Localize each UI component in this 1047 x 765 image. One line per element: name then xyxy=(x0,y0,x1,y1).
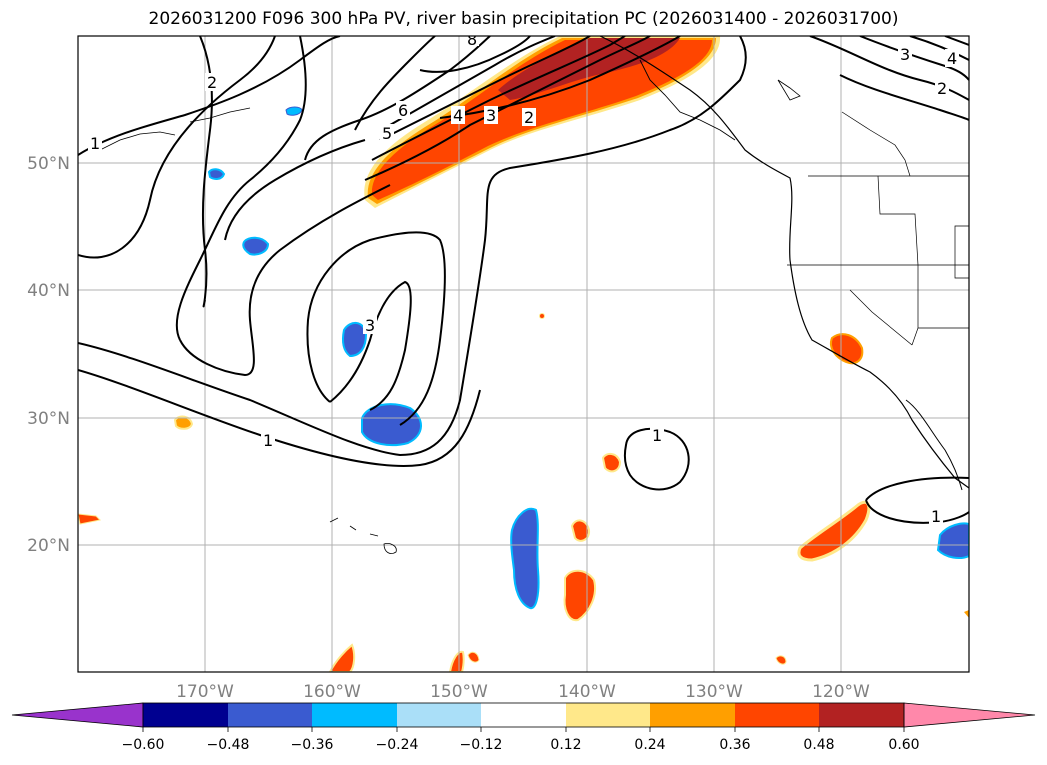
pv-label-30n-1: 1 xyxy=(263,431,273,450)
negative-precip-blob-30n xyxy=(361,403,422,447)
colorbar-segment xyxy=(566,703,650,727)
pv-label-5: 5 xyxy=(382,124,392,143)
colorbar-segment xyxy=(650,703,735,727)
pv-label-6: 6 xyxy=(398,101,408,120)
pv-contour-labels: 1 2 3 4 5 6 2 3 1 1 1 2 3 4 xyxy=(88,30,959,526)
pv-contour-1-west xyxy=(78,36,341,156)
colorbar-segment xyxy=(481,703,566,727)
pv-label-ne-3: 3 xyxy=(900,45,910,64)
strong-precip-core xyxy=(498,38,680,100)
colorbar-segment xyxy=(735,703,819,727)
map-title: 2026031200 F096 300 hPa PV, river basin … xyxy=(148,9,899,29)
lat-label-20n: 20°N xyxy=(27,536,70,556)
pv-label-ne-2: 2 xyxy=(937,79,947,98)
colorbar-segment xyxy=(143,703,228,727)
colorbar-tick-label: −0.48 xyxy=(207,737,250,753)
pv-label-west-1: 1 xyxy=(90,134,100,153)
colorbar-tick-label: −0.24 xyxy=(376,737,419,753)
colorbar-tick-label: 0.12 xyxy=(550,737,581,753)
pv-label-3: 3 xyxy=(365,316,375,335)
pv-label-top-8: 8 xyxy=(467,30,477,49)
colorbar-tick-label: −0.12 xyxy=(460,737,503,753)
lon-label-160w: 160°W xyxy=(303,682,361,702)
pv-label-southeast-1: 1 xyxy=(931,507,941,526)
colorbar-extend-left xyxy=(11,702,144,728)
lat-label-30n: 30°N xyxy=(27,409,70,429)
lon-label-170w: 170°W xyxy=(176,682,234,702)
colorbar-segment xyxy=(228,703,312,727)
lat-label-50n: 50°N xyxy=(27,154,70,174)
negative-precip-blob-20n xyxy=(510,507,540,610)
positive-precip-southeast xyxy=(797,500,871,562)
colorbar-extend-right xyxy=(903,702,1036,728)
graticule xyxy=(78,36,969,672)
colorbar-tick-label: 0.60 xyxy=(888,737,919,753)
colorbar-segment xyxy=(397,703,481,727)
colorbar-tick-label: 0.48 xyxy=(803,737,834,753)
latitude-labels: 50°N 40°N 30°N 20°N xyxy=(27,154,70,556)
pv-label-mid-1: 1 xyxy=(652,426,662,445)
pv-label-ne-4: 4 xyxy=(947,49,957,68)
colorbar-tick-label: −0.60 xyxy=(122,737,165,753)
colorbar-segment xyxy=(819,703,904,727)
colorbar-tick-label: 0.24 xyxy=(634,737,665,753)
lon-label-150w: 150°W xyxy=(430,682,488,702)
colorbar-tick-label: 0.36 xyxy=(719,737,750,753)
coastlines xyxy=(99,36,969,554)
colorbar-tick-label: −0.36 xyxy=(291,737,334,753)
pv-label-west-2: 2 xyxy=(207,73,217,92)
pv-label-3b: 3 xyxy=(486,106,496,125)
longitude-labels: 170°W 160°W 150°W 140°W 130°W 120°W xyxy=(176,682,870,702)
lon-label-120w: 120°W xyxy=(812,682,870,702)
colorbar-ticks xyxy=(142,727,905,732)
lat-label-40n: 40°N xyxy=(27,281,70,301)
map-frame xyxy=(77,35,970,673)
pv-label-2: 2 xyxy=(524,108,534,127)
lon-label-130w: 130°W xyxy=(685,682,743,702)
colorbar-segment xyxy=(312,703,397,727)
lon-label-140w: 140°W xyxy=(558,682,616,702)
pv-label-4: 4 xyxy=(453,106,463,125)
colorbar: −0.60 −0.48 −0.36 −0.24 −0.12 0.12 0.24 … xyxy=(11,702,1036,753)
